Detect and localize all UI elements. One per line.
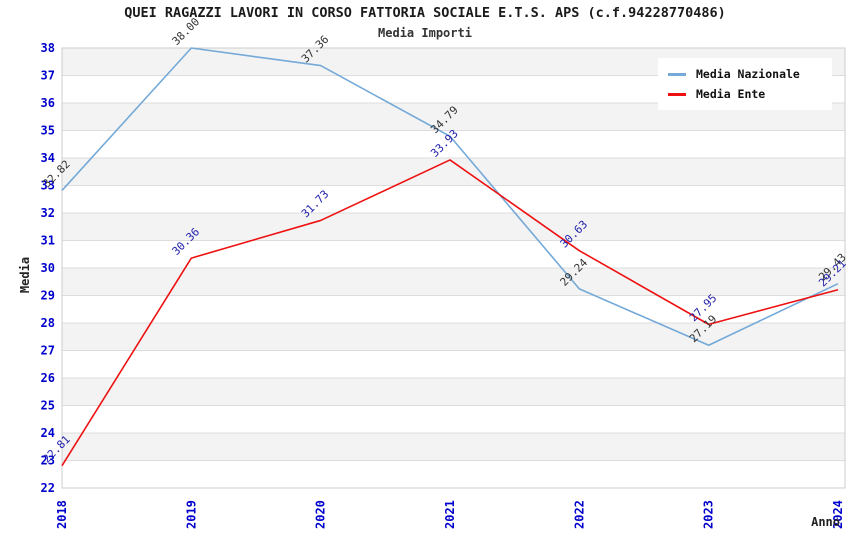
y-tick-label: 23 — [41, 454, 55, 468]
series-line-0 — [61, 47, 839, 347]
y-tick-label: 31 — [41, 234, 55, 248]
y-tick-label: 37 — [41, 69, 55, 83]
legend-item-media-nazionale: Media Nazionale — [668, 64, 824, 84]
plot-border — [61, 47, 846, 489]
y-tick-label: 32 — [41, 206, 55, 220]
y-tick-label: 38 — [41, 41, 55, 55]
y-tick-label: 33 — [41, 179, 55, 193]
x-tick-label: 2023 — [702, 500, 716, 529]
y-tick-label: 30 — [41, 261, 55, 275]
chart-title: QUEI RAGAZZI LAVORI IN CORSO FATTORIA SO… — [124, 5, 726, 21]
x-tick-label: 2020 — [314, 500, 328, 529]
x-axis-title: Anno — [811, 515, 840, 529]
x-tick-label: 2024 — [831, 500, 845, 529]
x-tick-label: 2021 — [443, 500, 457, 529]
y-tick-label: 24 — [41, 426, 55, 440]
y-tick-label: 35 — [41, 124, 55, 138]
y-tick-label: 25 — [41, 399, 55, 413]
band — [62, 433, 845, 461]
y-tick-label: 26 — [41, 371, 55, 385]
x-tick-label: 2022 — [572, 500, 586, 529]
band — [62, 323, 845, 351]
legend-item-media-ente: Media Ente — [668, 84, 824, 104]
legend-label-media-nazionale: Media Nazionale — [696, 67, 800, 81]
y-tick-label: 22 — [41, 481, 55, 495]
band — [62, 268, 845, 296]
band — [62, 213, 845, 241]
series-line-1 — [61, 159, 839, 467]
y-tick-label: 27 — [41, 344, 55, 358]
y-axis-title: Media — [18, 256, 33, 294]
legend-swatch-media-nazionale — [668, 72, 686, 76]
band — [62, 378, 845, 406]
x-tick-label: 2018 — [55, 500, 69, 529]
chart-subtitle: Media Importi — [378, 26, 472, 40]
legend: Media Nazionale Media Ente — [658, 58, 832, 110]
legend-label-media-ente: Media Ente — [696, 87, 766, 101]
y-tick-label: 34 — [41, 151, 55, 165]
y-tick-label: 36 — [41, 96, 55, 110]
legend-swatch-media-ente — [668, 92, 686, 96]
y-tick-label: 28 — [41, 316, 55, 330]
point-label-0: 38.00 — [170, 15, 203, 48]
y-tick-label: 29 — [41, 289, 55, 303]
x-tick-label: 2019 — [184, 500, 198, 529]
